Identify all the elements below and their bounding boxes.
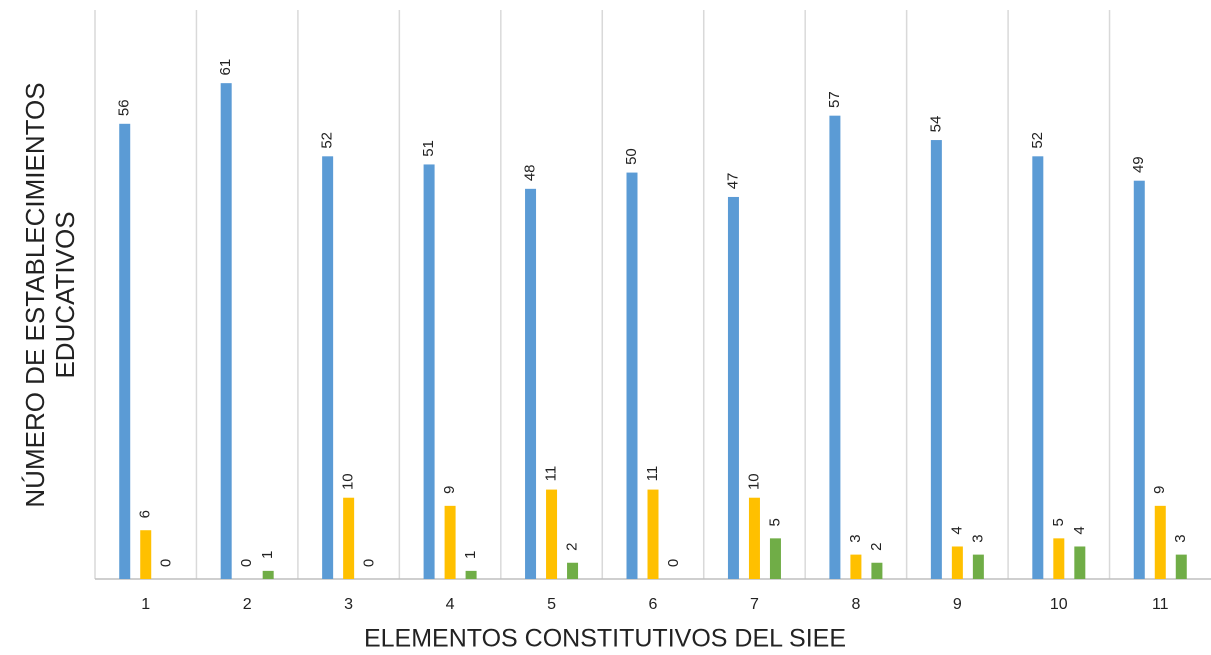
bar [1032,156,1044,580]
bar [626,172,638,580]
data-label: 2 [564,543,581,551]
bar [220,83,232,580]
x-tick-label: 9 [953,596,962,613]
data-label: 4 [948,526,965,534]
data-label: 3 [1172,534,1189,542]
bar [262,570,274,579]
data-label: 57 [826,91,843,108]
bar [1074,546,1086,579]
bar [525,188,537,580]
data-label: 9 [1151,486,1168,494]
data-label: 9 [441,486,458,494]
bar [748,497,760,579]
data-label: 2 [868,543,885,551]
data-label: 3 [969,534,986,542]
bar [465,570,477,579]
bar [1133,180,1145,579]
x-tick-label: 10 [1050,596,1068,613]
bar [546,489,558,579]
data-label: 4 [1071,526,1088,534]
data-label: 5 [1050,518,1067,526]
data-label: 11 [644,466,661,482]
data-label: 49 [1130,156,1147,173]
data-label: 10 [745,473,762,490]
data-label: 1 [462,551,479,559]
bar [567,562,579,579]
x-tick-label: 5 [547,596,556,613]
bar [423,164,435,579]
data-label: 50 [623,148,640,165]
bar [1154,505,1166,579]
data-label: 52 [1029,132,1046,149]
bar [140,530,152,579]
data-label: 0 [238,559,255,567]
x-tick-label: 4 [446,596,455,613]
bar [930,140,942,580]
bar [871,562,883,579]
bar [951,546,963,579]
bar [1175,554,1187,579]
bar [119,123,131,580]
data-label: 6 [137,510,154,518]
data-label: 52 [319,132,336,149]
data-label: 0 [158,559,175,567]
data-label: 1 [259,551,276,559]
data-label: 11 [543,466,560,482]
x-tick-label: 7 [750,596,759,613]
x-tick-label: 3 [344,596,353,613]
bar [343,497,355,579]
data-label: 10 [340,473,357,490]
bar [647,489,659,579]
x-tick-label: 1 [141,596,150,613]
x-tick-label: 2 [243,596,252,613]
data-label: 56 [116,99,133,116]
bar [769,538,781,579]
bar [829,115,841,580]
bar [727,196,739,579]
x-axis-title: ELEMENTOS CONSTITUTIVOS DEL SIEE [364,625,846,653]
data-label: 0 [361,559,378,567]
data-label: 51 [420,140,437,157]
x-tick-label: 6 [649,596,658,613]
data-label: 47 [724,173,741,190]
y-axis-title: NÚMERO DE ESTABLECIMIENTOS [20,82,50,507]
x-tick-label: 11 [1152,596,1169,613]
data-label: 0 [665,559,682,567]
bar [1053,538,1065,579]
data-label: 61 [217,59,234,76]
y-axis-title: EDUCATIVOS [50,211,80,378]
bar [444,505,456,579]
data-label: 3 [847,534,864,542]
data-label: 5 [766,518,783,526]
bar [850,554,862,579]
bar [972,554,984,579]
data-label: 48 [522,164,539,181]
x-tick-label: 8 [851,596,860,613]
data-label: 54 [927,116,944,133]
bar [322,156,334,580]
